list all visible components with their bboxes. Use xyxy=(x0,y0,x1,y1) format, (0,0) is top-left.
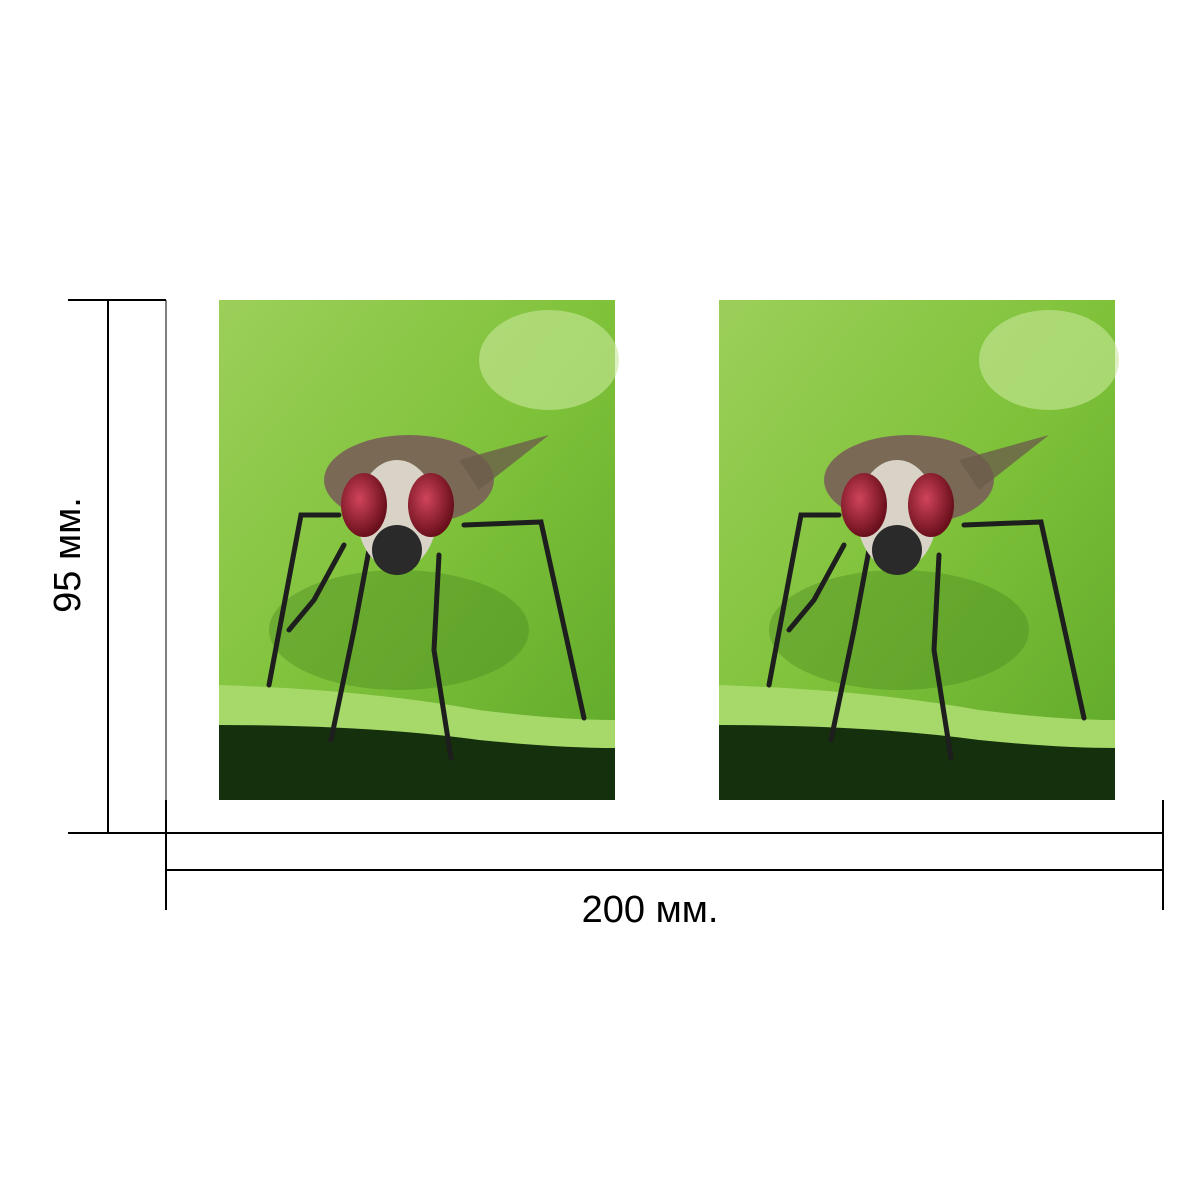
height-label: 95 мм. xyxy=(47,497,89,613)
product-photo-left xyxy=(219,300,619,800)
width-label: 200 мм. xyxy=(582,889,719,931)
product-photo-right xyxy=(719,300,1119,800)
